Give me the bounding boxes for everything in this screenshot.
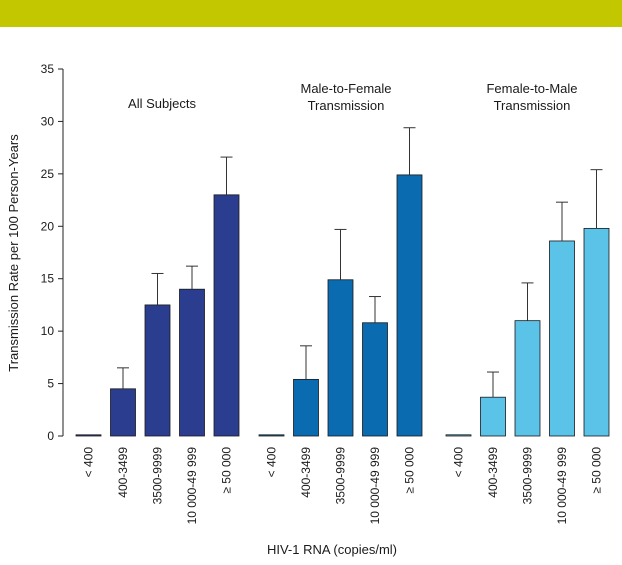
bar: [75, 434, 102, 437]
x-tick-label: 400-3499: [486, 447, 500, 498]
bar: [258, 434, 285, 437]
bar-group: Female-to-Male Transmission: [445, 81, 610, 437]
bar-group: All Subjects: [75, 96, 240, 437]
x-tick-label: 10 000-49 999: [368, 447, 382, 525]
group-title-line: All Subjects: [128, 96, 196, 111]
bar: [396, 174, 423, 437]
y-axis: 0 5 10 15 20 25 30 35: [41, 62, 64, 443]
x-tick-label: < 400: [265, 447, 279, 478]
y-tick-label: 0: [47, 429, 54, 443]
x-tick-label: 3500-9999: [151, 447, 165, 505]
x-tick-labels: < 400 400-3499 3500-9999 10 000-49 999 ≥ 50 …: [82, 447, 604, 525]
bar: [445, 434, 472, 437]
header-band: [0, 0, 622, 27]
x-axis-label: HIV-1 RNA (copies/ml): [267, 542, 397, 557]
group-title: All Subjects: [128, 96, 196, 111]
group-title-line: Male-to-Female: [300, 81, 391, 96]
bar: [293, 378, 319, 437]
bar: [362, 322, 388, 437]
x-tick-label: 3500-9999: [521, 447, 535, 505]
x-tick-label: ≥ 50 000: [403, 447, 417, 494]
bar: [110, 388, 136, 437]
y-tick-label: 15: [41, 272, 55, 286]
x-tick-label: 3500-9999: [334, 447, 348, 505]
x-tick-label: 10 000-49 999: [555, 447, 569, 525]
x-tick-label: < 400: [82, 447, 96, 478]
bar: [327, 279, 354, 437]
bar: [480, 396, 506, 437]
y-tick-label: 20: [41, 219, 55, 233]
bar: [514, 320, 541, 437]
bar: [213, 194, 240, 437]
group-title: Male-to-Female Transmission: [300, 81, 391, 113]
y-tick-label: 30: [41, 114, 55, 128]
group-title: Female-to-Male Transmission: [486, 81, 577, 113]
bar: [549, 240, 575, 437]
y-axis-label: Transmission Rate per 100 Person-Years: [6, 134, 21, 372]
x-tick-label: < 400: [452, 447, 466, 478]
y-tick-label: 10: [41, 324, 55, 338]
x-tick-label: 400-3499: [299, 447, 313, 498]
bar: [144, 304, 171, 437]
y-tick-label: 25: [41, 167, 55, 181]
bar: [583, 227, 610, 437]
bar-group: Male-to-Female Transmission: [258, 81, 423, 437]
x-tick-label: 10 000-49 999: [185, 447, 199, 525]
group-title-line: Transmission: [494, 98, 571, 113]
x-tick-label: ≥ 50 000: [220, 447, 234, 494]
group-title-line: Transmission: [308, 98, 385, 113]
y-tick-label: 5: [47, 377, 54, 391]
bar: [179, 288, 205, 437]
y-tick-label: 35: [41, 62, 55, 76]
group-title-line: Female-to-Male: [486, 81, 577, 96]
x-tick-label: 400-3499: [116, 447, 130, 498]
x-tick-label: ≥ 50 000: [590, 447, 604, 494]
